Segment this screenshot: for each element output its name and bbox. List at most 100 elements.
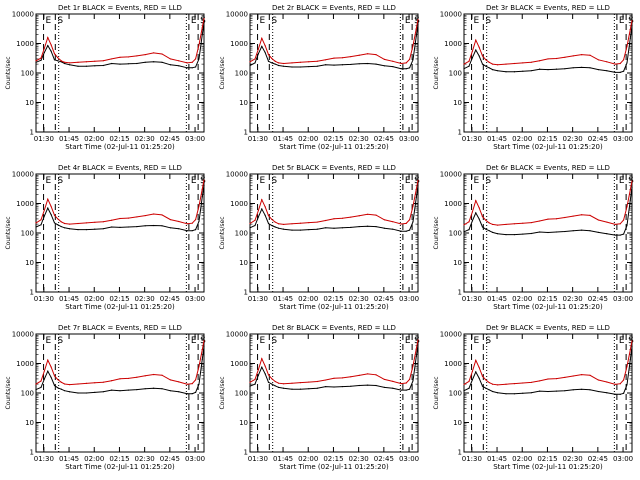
data-point-lld — [491, 383, 494, 385]
data-point-events — [50, 50, 52, 52]
data-point-events — [274, 63, 276, 65]
data-point-lld — [530, 61, 532, 63]
marker-label-S: S — [485, 176, 491, 186]
data-point-events — [606, 233, 608, 235]
data-point-events — [581, 66, 583, 68]
data-point-events — [333, 64, 335, 66]
marker-label-E: E — [260, 176, 266, 186]
series-line-events — [249, 24, 419, 70]
data-point-lld — [606, 381, 608, 383]
data-point-lld — [597, 59, 600, 61]
data-point-lld — [488, 222, 490, 224]
x-tick-label: 02:15 — [323, 135, 343, 143]
data-point-lld — [69, 384, 71, 386]
data-point-lld — [555, 377, 558, 380]
data-point-lld — [555, 218, 558, 220]
data-point-lld — [589, 54, 591, 56]
data-point-events — [111, 389, 113, 391]
data-point-events — [412, 380, 414, 382]
data-point-lld — [572, 215, 574, 217]
x-axis-label: Start Time (02-Jul-11 01:25:20) — [493, 143, 603, 151]
data-point-events — [191, 393, 193, 395]
data-point-events — [375, 225, 377, 228]
series-line-lld — [463, 180, 633, 226]
x-tick-label: 02:45 — [374, 135, 394, 143]
x-axis-label: Start Time (02-Jul-11 01:25:20) — [279, 143, 389, 151]
data-point-events — [333, 227, 335, 229]
y-axis-label: Counts/sec — [433, 56, 440, 89]
data-point-events — [497, 392, 499, 394]
data-point-lld — [111, 380, 113, 382]
series-line-lld — [463, 340, 633, 386]
data-point-lld — [254, 378, 256, 380]
data-point-events — [513, 71, 516, 73]
data-point-events — [169, 390, 171, 392]
data-point-lld — [358, 374, 360, 377]
data-point-events — [94, 391, 96, 393]
data-point-events — [606, 70, 608, 72]
panel-title: Det 4r BLACK = Events, RED = LLD — [58, 164, 182, 172]
data-point-events — [589, 67, 591, 69]
data-point-lld — [626, 45, 628, 47]
data-point-events — [358, 225, 360, 228]
data-point-events — [631, 25, 633, 27]
data-point-events — [119, 226, 121, 228]
data-point-lld — [415, 348, 417, 350]
data-point-events — [614, 234, 616, 236]
x-tick-label: 03:00 — [613, 295, 633, 303]
x-tick-label: 02:30 — [349, 135, 369, 143]
data-point-events — [400, 68, 402, 70]
data-point-lld — [412, 205, 414, 207]
data-point-lld — [198, 365, 200, 367]
data-point-lld — [283, 383, 285, 385]
series-line-lld — [249, 180, 419, 225]
data-point-events — [277, 64, 280, 67]
data-point-events — [299, 388, 301, 390]
data-point-events — [198, 58, 200, 60]
data-point-lld — [271, 57, 273, 60]
data-point-lld — [40, 380, 42, 382]
y-tick-label: 1 — [244, 289, 248, 297]
data-point-lld — [201, 349, 203, 351]
data-point-events — [513, 234, 516, 236]
data-point-lld — [43, 47, 46, 49]
data-point-lld — [629, 28, 631, 31]
data-point-events — [63, 390, 66, 392]
data-point-lld — [57, 378, 59, 381]
data-point-lld — [478, 207, 480, 209]
marker-label-S: S — [57, 336, 63, 346]
data-point-events — [161, 61, 163, 63]
data-point-lld — [555, 57, 558, 60]
x-tick-label: 01:30 — [462, 135, 482, 143]
data-point-lld — [485, 379, 487, 381]
data-point-lld — [249, 381, 251, 383]
data-point-lld — [277, 382, 280, 384]
data-point-events — [249, 385, 251, 387]
data-point-lld — [471, 211, 473, 213]
y-tick-label: 100 — [235, 70, 248, 78]
data-point-events — [316, 228, 318, 230]
x-tick-label: 02:45 — [374, 295, 394, 303]
data-point-events — [619, 71, 621, 73]
data-point-lld — [383, 219, 385, 221]
marker-label-S: S — [628, 336, 634, 346]
x-tick-label: 01:30 — [34, 455, 54, 463]
y-tick-label: 1 — [30, 129, 34, 137]
x-tick-label: 02:00 — [298, 295, 318, 303]
data-point-lld — [491, 223, 494, 226]
x-tick-label: 03:00 — [613, 455, 633, 463]
data-point-lld — [564, 216, 566, 219]
data-point-lld — [77, 383, 79, 385]
marker-label-S: S — [57, 176, 63, 186]
x-tick-label: 02:15 — [109, 295, 129, 303]
data-point-lld — [597, 379, 600, 381]
data-point-events — [375, 384, 377, 387]
data-point-lld — [43, 209, 46, 211]
data-point-lld — [564, 376, 566, 378]
x-tick-label: 02:30 — [135, 455, 155, 463]
data-point-lld — [505, 383, 507, 385]
data-point-events — [201, 358, 203, 360]
data-point-events — [488, 230, 490, 232]
y-tick-label: 10 — [25, 259, 34, 267]
x-tick-label: 01:30 — [248, 455, 268, 463]
